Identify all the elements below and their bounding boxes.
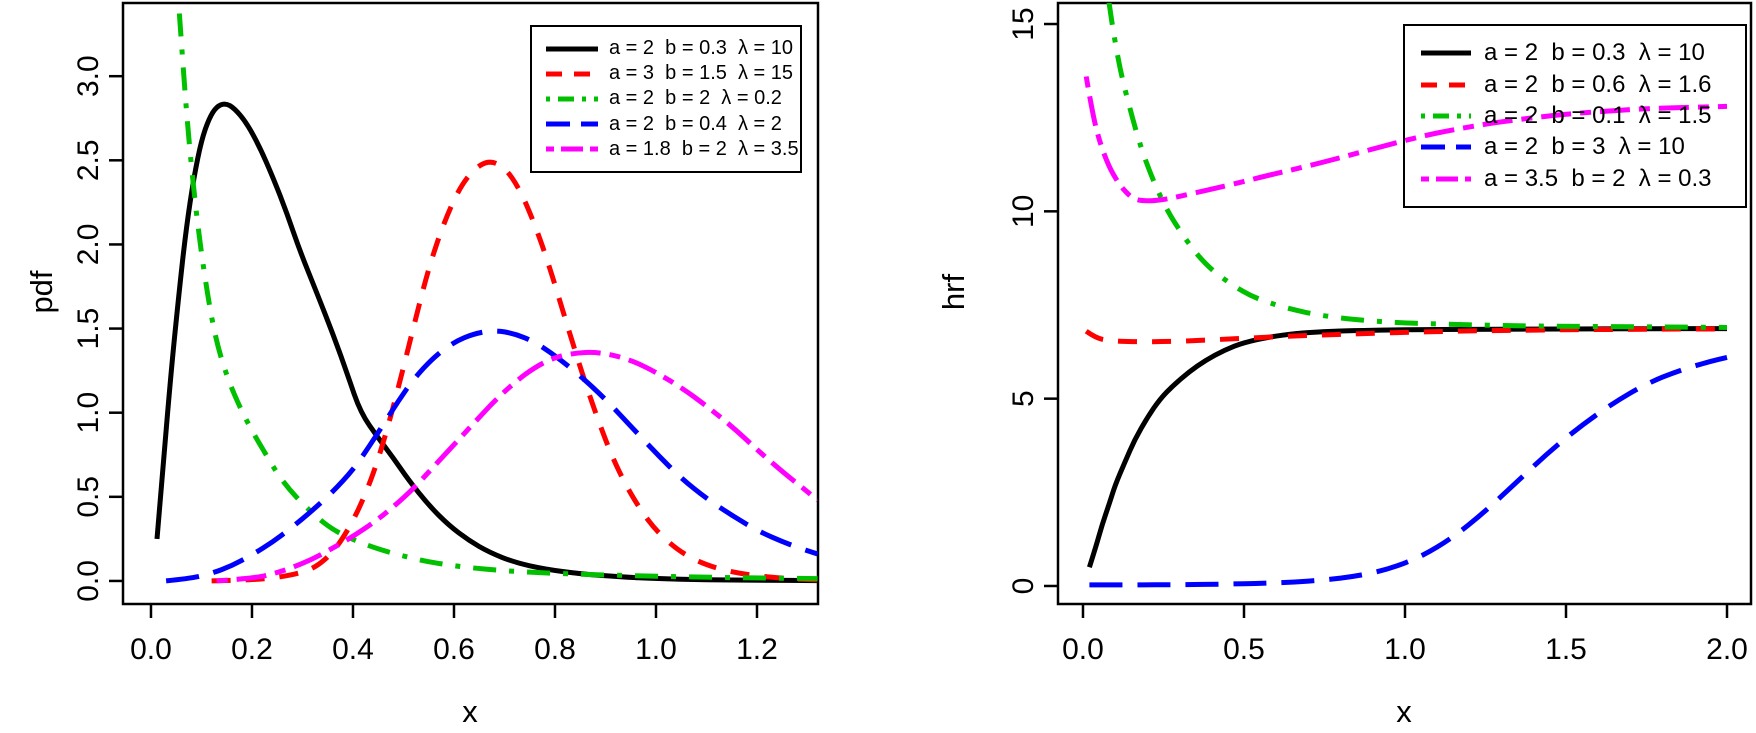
- hrf-x-tick-label: 1.5: [1545, 633, 1587, 666]
- hrf-y-axis-title: hrf: [936, 273, 971, 311]
- hrf-x-tick-label: 0.5: [1223, 633, 1265, 666]
- legend-label: a = 2 b = 0.4 λ = 2: [609, 112, 782, 135]
- pdf-x-tick-label: 1.2: [736, 633, 778, 666]
- pdf-x-tick-label: 0.0: [130, 633, 172, 666]
- legend-label: a = 2 b = 0.1 λ = 1.5: [1484, 101, 1712, 129]
- hrf-x-tick-label: 2.0: [1706, 633, 1748, 666]
- pdf-x-tick-label: 0.2: [231, 633, 273, 666]
- legend-label: a = 2 b = 0.6 λ = 1.6: [1484, 70, 1712, 98]
- legend-label: a = 1.8 b = 2 λ = 3.5: [609, 137, 799, 160]
- legend-entry: a = 3 b = 1.5 λ = 15: [532, 62, 800, 85]
- legend-entry: a = 1.8 b = 2 λ = 3.5: [532, 138, 800, 161]
- pdf-y-tick-label: 3.0: [72, 55, 105, 97]
- hrf-curve-3: [1106, 3, 1728, 330]
- hrf-x-axis-title: x: [1396, 694, 1412, 729]
- legend-entry: a = 2 b = 3 λ = 10: [1405, 133, 1745, 161]
- pdf-y-tick-label: 1.5: [72, 308, 105, 350]
- legend-entry: a = 3.5 b = 2 λ = 0.3: [1405, 165, 1745, 193]
- legend-line-sample: [546, 71, 598, 77]
- legend-line-sample: [546, 146, 598, 152]
- legend-label: a = 2 b = 0.3 λ = 10: [1484, 39, 1705, 67]
- hrf-y-tick-label: 0: [1007, 578, 1040, 595]
- pdf-plot-box: [121, 1, 820, 606]
- legend-entry: a = 2 b = 0.3 λ = 10: [532, 37, 800, 60]
- hrf-x-tick-label: 0.0: [1062, 633, 1104, 666]
- pdf-curve-4: [165, 328, 818, 584]
- legend-line-sample: [1421, 144, 1471, 150]
- pdf-y-tick-label: 0.5: [72, 476, 105, 518]
- legend-entry: a = 2 b = 2 λ = 0.2: [532, 87, 800, 110]
- legend-entry: a = 2 b = 0.4 λ = 2: [532, 113, 800, 136]
- pdf-legend: a = 2 b = 0.3 λ = 10 a = 3 b = 1.5 λ = 15…: [530, 25, 802, 173]
- hrf-legend: a = 2 b = 0.3 λ = 10 a = 2 b = 0.6 λ = 1.…: [1403, 24, 1747, 208]
- pdf-curve-3: [176, 3, 818, 582]
- legend-line-sample: [1421, 50, 1471, 56]
- legend-line-sample: [546, 121, 598, 127]
- legend-label: a = 2 b = 2 λ = 0.2: [609, 87, 782, 110]
- legend-label: a = 3 b = 1.5 λ = 15: [609, 62, 794, 85]
- hrf-x-tick-label: 1.0: [1384, 633, 1426, 666]
- legend-label: a = 2 b = 0.3 λ = 10: [609, 37, 794, 60]
- pdf-y-tick-label: 2.0: [72, 224, 105, 266]
- hrf-y-tick-label: 10: [1007, 195, 1040, 228]
- pdf-x-tick-label: 1.0: [635, 633, 677, 666]
- pdf-curve-2: [211, 159, 818, 584]
- legend-line-sample: [546, 96, 598, 102]
- legend-line-sample: [546, 46, 598, 52]
- pdf-y-tick-label: 2.5: [72, 139, 105, 181]
- pdf-curve-5: [216, 349, 818, 584]
- hrf-curve-4: [1089, 354, 1728, 588]
- hrf-y-tick-label: 15: [1007, 7, 1040, 40]
- hrf-curve-1: [1087, 326, 1727, 568]
- legend-line-sample: [1421, 176, 1471, 182]
- legend-entry: a = 2 b = 0.1 λ = 1.5: [1405, 102, 1745, 130]
- pdf-curve-1: [154, 101, 818, 584]
- pdf-y-tick-label: 1.0: [72, 392, 105, 434]
- legend-line-sample: [1421, 113, 1471, 119]
- legend-entry: a = 2 b = 0.6 λ = 1.6: [1405, 71, 1745, 99]
- hrf-curve-5: [1083, 76, 1728, 204]
- hrf-y-tick-label: 5: [1007, 390, 1040, 407]
- legend-label: a = 2 b = 3 λ = 10: [1484, 133, 1685, 161]
- pdf-x-tick-label: 0.4: [332, 633, 374, 666]
- hrf-curve-2: [1084, 326, 1727, 345]
- pdf-x-tick-label: 0.6: [433, 633, 475, 666]
- pdf-y-tick-label: 0.0: [72, 560, 105, 602]
- legend-line-sample: [1421, 82, 1471, 88]
- pdf-x-axis-title: x: [462, 694, 478, 729]
- legend-entry: a = 2 b = 0.3 λ = 10: [1405, 39, 1745, 67]
- legend-label: a = 3.5 b = 2 λ = 0.3: [1484, 164, 1712, 192]
- pdf-x-tick-label: 0.8: [534, 633, 576, 666]
- pdf-y-axis-title: pdf: [24, 270, 59, 314]
